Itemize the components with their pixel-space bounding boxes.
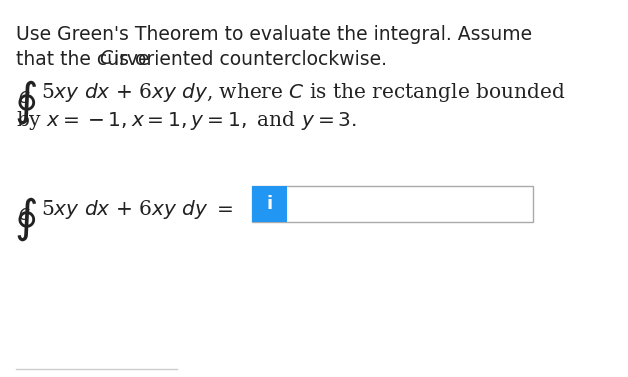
Text: i: i xyxy=(266,195,273,213)
Text: is oriented counterclockwise.: is oriented counterclockwise. xyxy=(108,50,387,69)
Text: $C$: $C$ xyxy=(99,50,114,68)
Text: that the curve: that the curve xyxy=(16,50,155,69)
Text: $\oint$: $\oint$ xyxy=(14,78,37,126)
Text: Use Green's Theorem to evaluate the integral. Assume: Use Green's Theorem to evaluate the inte… xyxy=(16,25,532,44)
Text: $\oint$: $\oint$ xyxy=(14,195,37,243)
Text: 5$xy$ $dx$ + 6$xy$ $dy$, where $C$ is the rectangle bounded: 5$xy$ $dx$ + 6$xy$ $dy$, where $C$ is th… xyxy=(41,81,565,104)
Text: 5$xy$ $dx$ + 6$xy$ $dy$ $=$: 5$xy$ $dx$ + 6$xy$ $dy$ $=$ xyxy=(41,198,233,221)
Text: $C$: $C$ xyxy=(18,207,30,223)
FancyBboxPatch shape xyxy=(252,186,287,222)
Text: $C$: $C$ xyxy=(18,90,30,106)
FancyBboxPatch shape xyxy=(252,186,533,222)
Text: by $x = -1, x = 1, y = 1,$ and $y = 3.$: by $x = -1, x = 1, y = 1,$ and $y = 3.$ xyxy=(16,109,357,132)
